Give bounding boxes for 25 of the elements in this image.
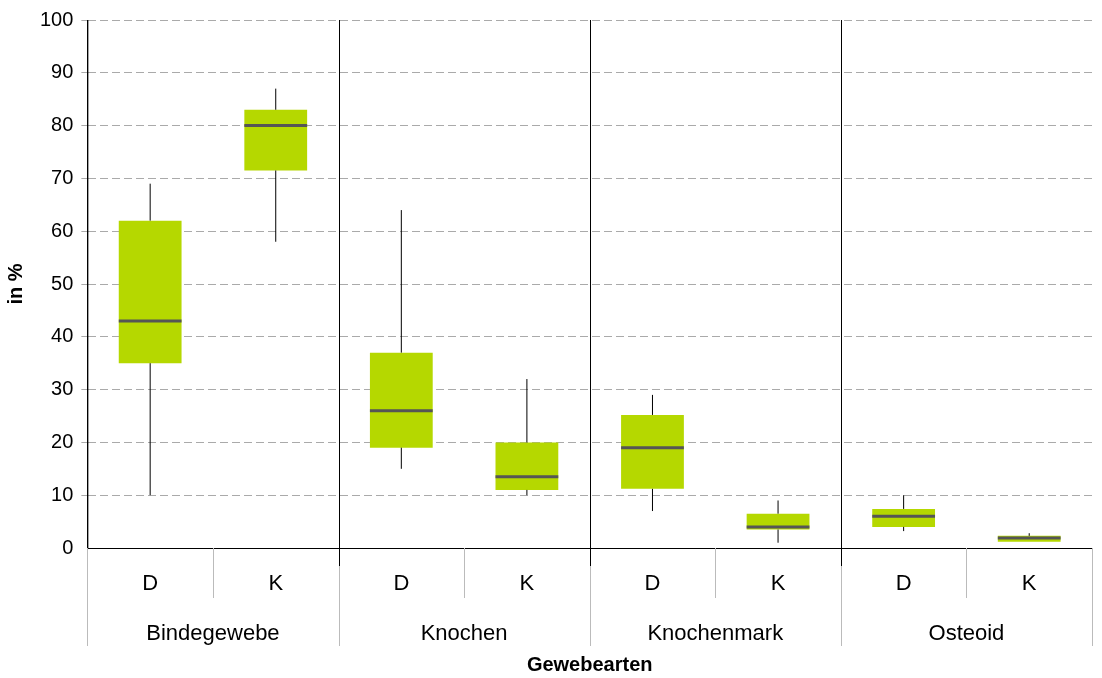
y-tick-label: 30 (51, 377, 74, 400)
x-tick-label: K (1021, 570, 1037, 596)
text: Bindegewebe (146, 620, 280, 646)
y-tick-label: 0 (62, 535, 74, 558)
y-tick-label: 80 (51, 113, 74, 136)
text: Osteoid (928, 620, 1005, 646)
x-tick-label: D (895, 570, 912, 596)
x-tick-label: D (393, 570, 410, 596)
x-tick-label: D (142, 570, 159, 596)
x-tick-label: K (268, 570, 284, 596)
y-tick-label: 90 (51, 60, 74, 83)
x-axis-title: Gewebearten (526, 652, 653, 675)
y-tick-label: 70 (51, 165, 74, 188)
text: Knochenmark (647, 620, 785, 646)
y-tick-label: 40 (51, 324, 74, 347)
y-tick-label: 50 (51, 271, 74, 294)
y-axis-title: in % (3, 263, 26, 305)
y-tick-label: 20 (51, 429, 74, 452)
x-tick-label: K (519, 570, 535, 596)
y-tick-label: 60 (51, 218, 74, 241)
y-tick-label: 10 (51, 482, 74, 505)
text: Knochen (420, 620, 508, 646)
x-tick-label: D (644, 570, 661, 596)
x-tick-label: K (770, 570, 786, 596)
y-tick-label: 100 (39, 7, 74, 30)
